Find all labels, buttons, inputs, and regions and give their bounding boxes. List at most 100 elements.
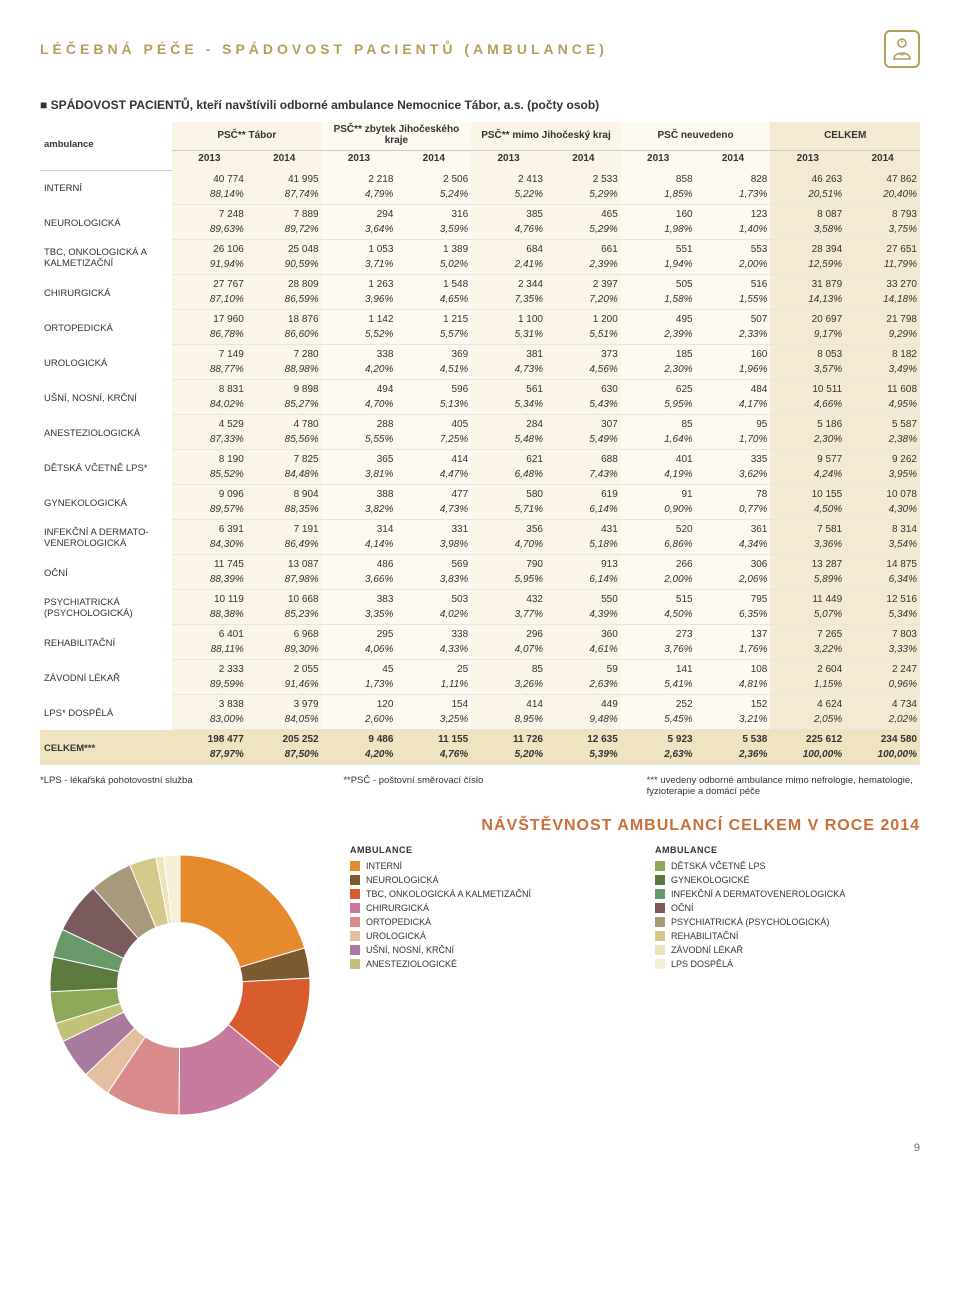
cell-percent: 2,63% — [546, 677, 621, 695]
cell-value: 14 875 — [845, 555, 920, 573]
legend-item: PSYCHIATRICKÁ (PSYCHOLOGICKÁ) — [655, 917, 920, 927]
cell-percent: 5,48% — [471, 432, 546, 450]
legend-item: NEUROLOGICKÁ — [350, 875, 615, 885]
legend-item: INTERNÍ — [350, 861, 615, 871]
cell-percent: 4,07% — [471, 642, 546, 660]
cell-value: 28 809 — [247, 275, 322, 293]
cell-value: 91 — [621, 485, 696, 503]
cell-percent: 5,49% — [546, 432, 621, 450]
cell-value: 661 — [546, 240, 621, 258]
cell-value: 1 200 — [546, 310, 621, 328]
cell-value: 494 — [322, 380, 397, 398]
cell-value: 27 651 — [845, 240, 920, 258]
legend-label: INFEKČNÍ A DERMATOVENEROLOGICKÁ — [671, 889, 845, 899]
legend-label: LPS DOSPĚLÁ — [671, 959, 733, 969]
cell-value: 405 — [396, 415, 471, 433]
cell-value: 8 904 — [247, 485, 322, 503]
column-year: 2014 — [696, 151, 771, 171]
cell-percent: 4,19% — [621, 467, 696, 485]
legend-label: ZÁVODNÍ LÉKAŘ — [671, 945, 743, 955]
cell-percent: 87,98% — [247, 572, 322, 590]
cell-value: 306 — [696, 555, 771, 573]
cell-percent: 87,97% — [172, 747, 247, 765]
cell-percent: 91,94% — [172, 257, 247, 275]
cell-percent: 3,77% — [471, 607, 546, 625]
cell-value: 630 — [546, 380, 621, 398]
legend-swatch — [655, 889, 665, 899]
cell-value: 316 — [396, 205, 471, 223]
cell-value: 1 142 — [322, 310, 397, 328]
cell-percent: 3,81% — [322, 467, 397, 485]
legend-label: CHIRURGICKÁ — [366, 903, 429, 913]
cell-percent: 20,40% — [845, 187, 920, 205]
cell-percent: 3,64% — [322, 222, 397, 240]
cell-value: 414 — [471, 695, 546, 713]
cell-percent: 5,07% — [770, 607, 845, 625]
col-label: ambulance — [40, 122, 172, 170]
cell-value: 8 182 — [845, 345, 920, 363]
cell-percent: 5,24% — [396, 187, 471, 205]
cell-percent: 5,43% — [546, 397, 621, 415]
cell-percent: 85,56% — [247, 432, 322, 450]
cell-value: 11 608 — [845, 380, 920, 398]
cell-value: 1 215 — [396, 310, 471, 328]
cell-value: 621 — [471, 450, 546, 468]
cell-percent: 3,21% — [696, 712, 771, 730]
cell-percent: 1,55% — [696, 292, 771, 310]
row-label: INFEKČNÍ A DERMATO-VENEROLOGICKÁ — [40, 520, 172, 555]
cell-value: 2 604 — [770, 660, 845, 678]
cell-percent: 5,95% — [471, 572, 546, 590]
cell-percent: 5,34% — [471, 397, 546, 415]
cell-percent: 3,62% — [696, 467, 771, 485]
cell-value: 160 — [621, 205, 696, 223]
cell-value: 13 287 — [770, 555, 845, 573]
cell-percent: 85,23% — [247, 607, 322, 625]
cell-percent: 5,18% — [546, 537, 621, 555]
column-year: 2014 — [546, 151, 621, 171]
cell-percent: 100,00% — [845, 747, 920, 765]
cell-value: 553 — [696, 240, 771, 258]
legend-swatch — [655, 931, 665, 941]
cell-value: 5 186 — [770, 415, 845, 433]
cell-value: 9 262 — [845, 450, 920, 468]
cell-percent: 87,10% — [172, 292, 247, 310]
cell-value: 160 — [696, 345, 771, 363]
cell-value: 25 048 — [247, 240, 322, 258]
cell-value: 4 780 — [247, 415, 322, 433]
cell-value: 123 — [696, 205, 771, 223]
cell-percent: 4,51% — [396, 362, 471, 380]
cell-value: 580 — [471, 485, 546, 503]
cell-percent: 4,24% — [770, 467, 845, 485]
cell-value: 185 — [621, 345, 696, 363]
cell-percent: 6,35% — [696, 607, 771, 625]
cell-value: 688 — [546, 450, 621, 468]
cell-percent: 3,59% — [396, 222, 471, 240]
column-year: 2013 — [770, 151, 845, 171]
cell-percent: 9,29% — [845, 327, 920, 345]
cell-percent: 5,34% — [845, 607, 920, 625]
legend-label: DĚTSKÁ VČETNĚ LPS — [671, 861, 766, 871]
cell-percent: 90,59% — [247, 257, 322, 275]
legend-item: OČNÍ — [655, 903, 920, 913]
cell-value: 4 624 — [770, 695, 845, 713]
cell-value: 2 333 — [172, 660, 247, 678]
cell-value: 356 — [471, 520, 546, 538]
cell-value: 288 — [322, 415, 397, 433]
cell-percent: 84,30% — [172, 537, 247, 555]
cell-percent: 5,13% — [396, 397, 471, 415]
cell-percent: 5,71% — [471, 502, 546, 520]
cell-percent: 3,25% — [396, 712, 471, 730]
page-number: 9 — [40, 1142, 920, 1154]
cell-value: 296 — [471, 625, 546, 643]
legend-item: INFEKČNÍ A DERMATOVENEROLOGICKÁ — [655, 889, 920, 899]
cell-value: 9 898 — [247, 380, 322, 398]
cell-percent: 0,77% — [696, 502, 771, 520]
cell-value: 790 — [471, 555, 546, 573]
cell-percent: 2,41% — [471, 257, 546, 275]
cell-value: 331 — [396, 520, 471, 538]
cell-percent: 3,98% — [396, 537, 471, 555]
cell-percent: 1,40% — [696, 222, 771, 240]
cell-percent: 89,63% — [172, 222, 247, 240]
cell-value: 225 612 — [770, 730, 845, 748]
cell-value: 2 397 — [546, 275, 621, 293]
